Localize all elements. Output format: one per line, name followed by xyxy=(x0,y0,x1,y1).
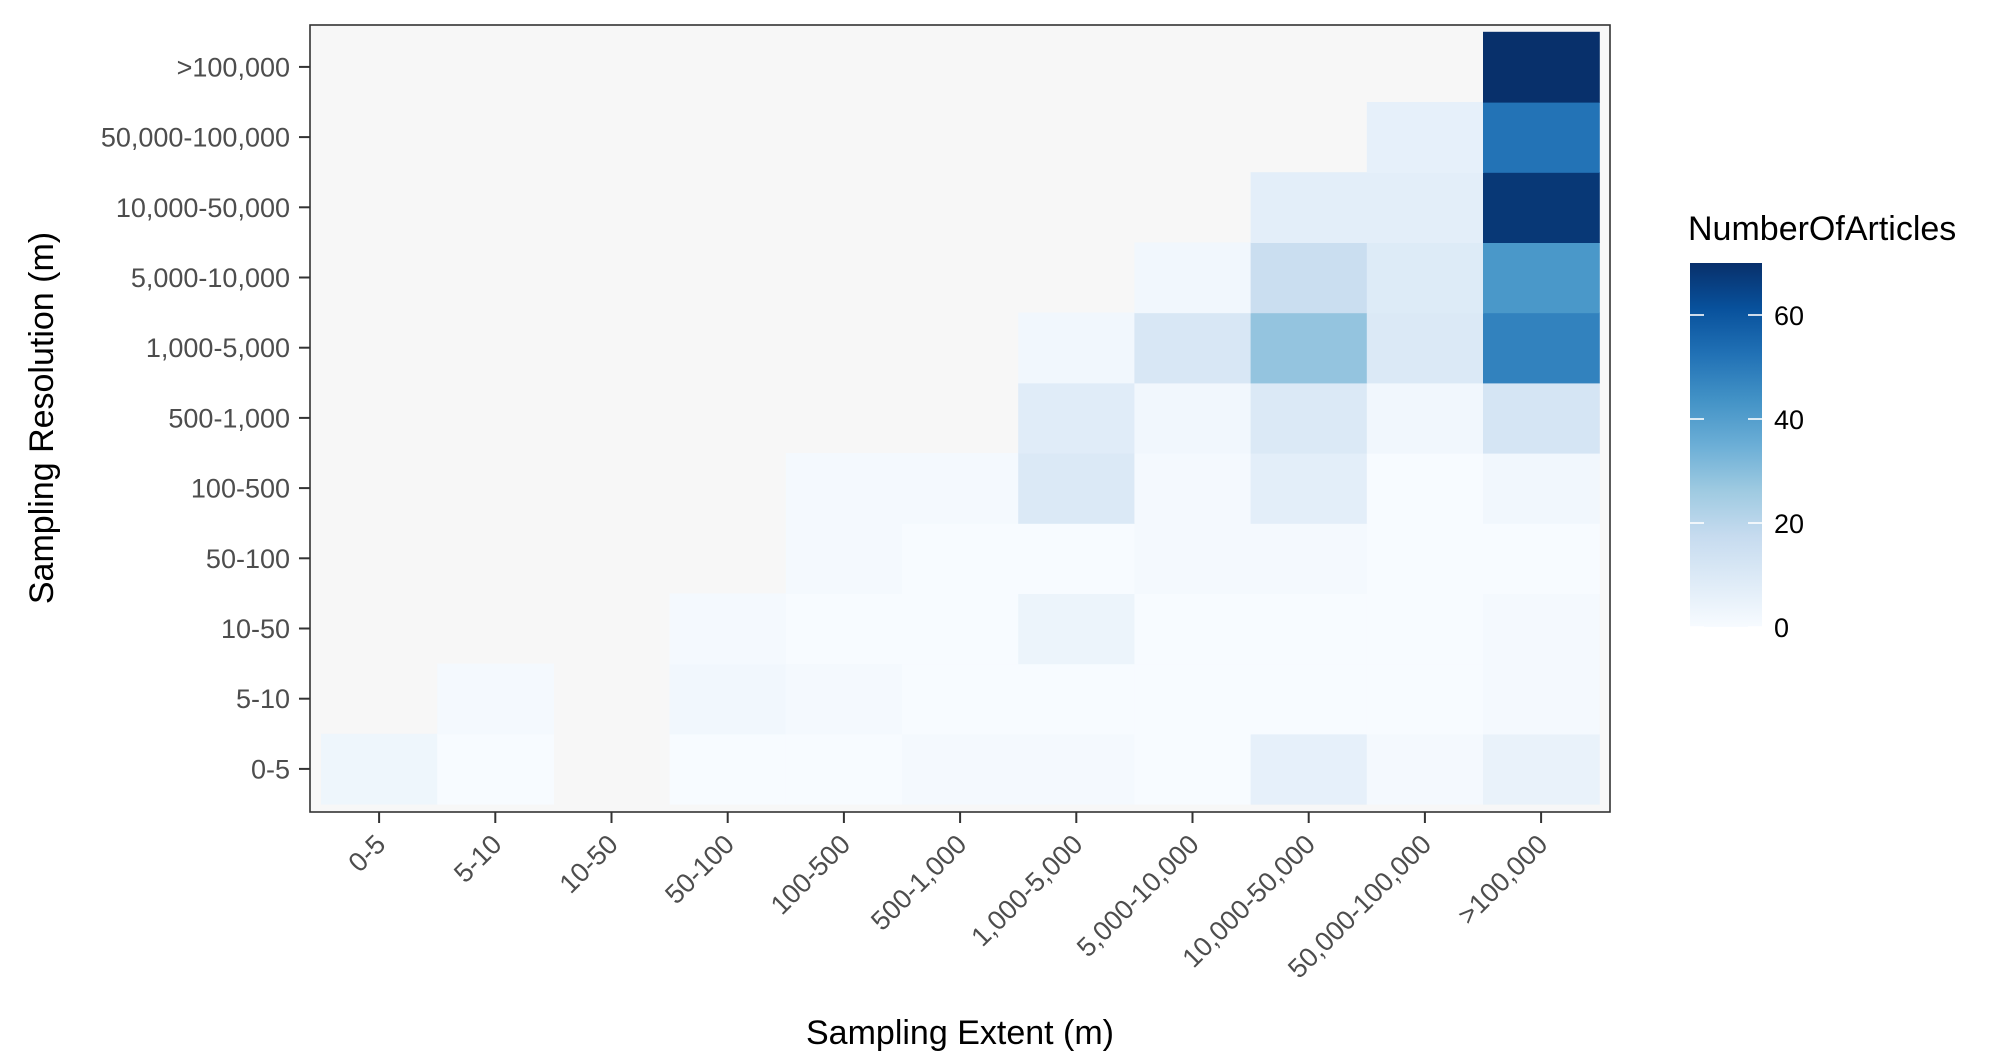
heatmap-cell xyxy=(1366,382,1484,454)
heatmap-cell xyxy=(1250,242,1368,314)
x-axis-title: Sampling Extent (m) xyxy=(806,1014,1114,1052)
heatmap-cell xyxy=(437,733,554,805)
heatmap-cell xyxy=(785,453,903,524)
heatmap-cell xyxy=(1366,242,1484,314)
heatmap-cell xyxy=(1250,523,1368,594)
heatmap-cell xyxy=(1483,172,1600,243)
y-tick-label: 1,000-5,000 xyxy=(146,333,290,363)
heatmap-cell xyxy=(1018,382,1135,454)
heatmap-cell xyxy=(1366,663,1484,735)
heatmap-cell xyxy=(437,663,554,735)
heatmap-cell xyxy=(1483,593,1600,665)
heatmap-cell xyxy=(1018,523,1135,594)
legend: NumberOfArticles 0 20 40 60 xyxy=(1688,210,1956,643)
legend-title: NumberOfArticles xyxy=(1688,210,1956,248)
heatmap-cell xyxy=(1134,663,1252,735)
heatmap-cell xyxy=(1018,733,1135,805)
heatmap-cell xyxy=(785,523,903,594)
heatmap-cell xyxy=(1483,523,1600,594)
legend-colorbar xyxy=(1690,263,1762,627)
heatmap-cell xyxy=(321,733,438,805)
y-tick-label: 100-500 xyxy=(191,474,290,504)
heatmap-cell xyxy=(1366,523,1484,594)
heatmap-cell xyxy=(1483,663,1600,735)
y-tick-label: 10-50 xyxy=(221,614,290,644)
y-tick-label: 5-10 xyxy=(236,684,290,714)
heatmap-cell xyxy=(1250,382,1368,454)
heatmap-cell xyxy=(1366,172,1484,243)
heatmap-cell xyxy=(1250,733,1368,805)
heatmap-cell xyxy=(1018,453,1135,524)
heatmap-cell xyxy=(1483,382,1600,454)
heatmap-cell xyxy=(669,663,787,735)
heatmap-cell xyxy=(1483,242,1600,314)
heatmap-cells xyxy=(310,25,1610,812)
heatmap-cell xyxy=(902,733,1019,805)
legend-tick-label: 20 xyxy=(1774,509,1804,539)
heatmap-cell xyxy=(1134,382,1252,454)
heatmap-cell xyxy=(1366,312,1484,384)
heatmap-cell xyxy=(785,733,903,805)
y-tick-label: 10,000-50,000 xyxy=(116,193,290,223)
heatmap-cell xyxy=(902,593,1019,665)
legend-tick-label: 40 xyxy=(1774,405,1804,435)
heatmap-cell xyxy=(1018,312,1135,384)
heatmap-cell xyxy=(1483,453,1600,524)
legend-tick-label: 60 xyxy=(1774,301,1804,331)
heatmap-cell xyxy=(1250,663,1368,735)
y-tick-label: 0-5 xyxy=(251,754,290,784)
heatmap-cell xyxy=(1250,172,1368,243)
heatmap-cell xyxy=(1366,453,1484,524)
y-tick-label: 5,000-10,000 xyxy=(131,263,290,293)
heatmap-cell xyxy=(1134,453,1252,524)
heatmap-cell xyxy=(1366,593,1484,665)
heatmap-cell xyxy=(1250,593,1368,665)
y-tick-label: >100,000 xyxy=(177,52,290,82)
heatmap-cell xyxy=(669,593,787,665)
legend-ticks: 0 20 40 60 xyxy=(1690,301,1804,643)
heatmap-cell xyxy=(1134,523,1252,594)
heatmap-cell xyxy=(1134,733,1252,805)
heatmap-cell xyxy=(1483,31,1600,103)
legend-tick-label: 0 xyxy=(1774,613,1789,643)
y-tick-label: 500-1,000 xyxy=(168,403,290,433)
y-axis: 0-5 5-10 10-50 50-100 100-500 500-1,000 1,000-… xyxy=(101,52,310,784)
y-axis-title: Sampling Resolution (m) xyxy=(23,232,61,604)
heatmap-cell xyxy=(1134,312,1252,384)
heatmap-cell xyxy=(902,523,1019,594)
heatmap-cell xyxy=(1250,453,1368,524)
heatmap-cell xyxy=(1018,663,1135,735)
heatmap-cell xyxy=(1483,102,1600,173)
heatmap-cell xyxy=(902,663,1019,735)
heatmap-cell xyxy=(1134,242,1252,314)
heatmap-cell xyxy=(1483,733,1600,805)
heatmap-cell xyxy=(785,593,903,665)
heatmap-cell xyxy=(1366,733,1484,805)
y-tick-label: 50,000-100,000 xyxy=(101,123,290,153)
heatmap-cell xyxy=(1366,102,1484,173)
heatmap-cell xyxy=(902,453,1019,524)
y-tick-label: 50-100 xyxy=(206,544,290,574)
heatmap-cell xyxy=(785,663,903,735)
heatmap-cell xyxy=(1250,312,1368,384)
heatmap-cell xyxy=(669,733,787,805)
heatmap-cell xyxy=(1018,593,1135,665)
heatmap-cell xyxy=(1483,312,1600,384)
heatmap-cell xyxy=(1134,593,1252,665)
